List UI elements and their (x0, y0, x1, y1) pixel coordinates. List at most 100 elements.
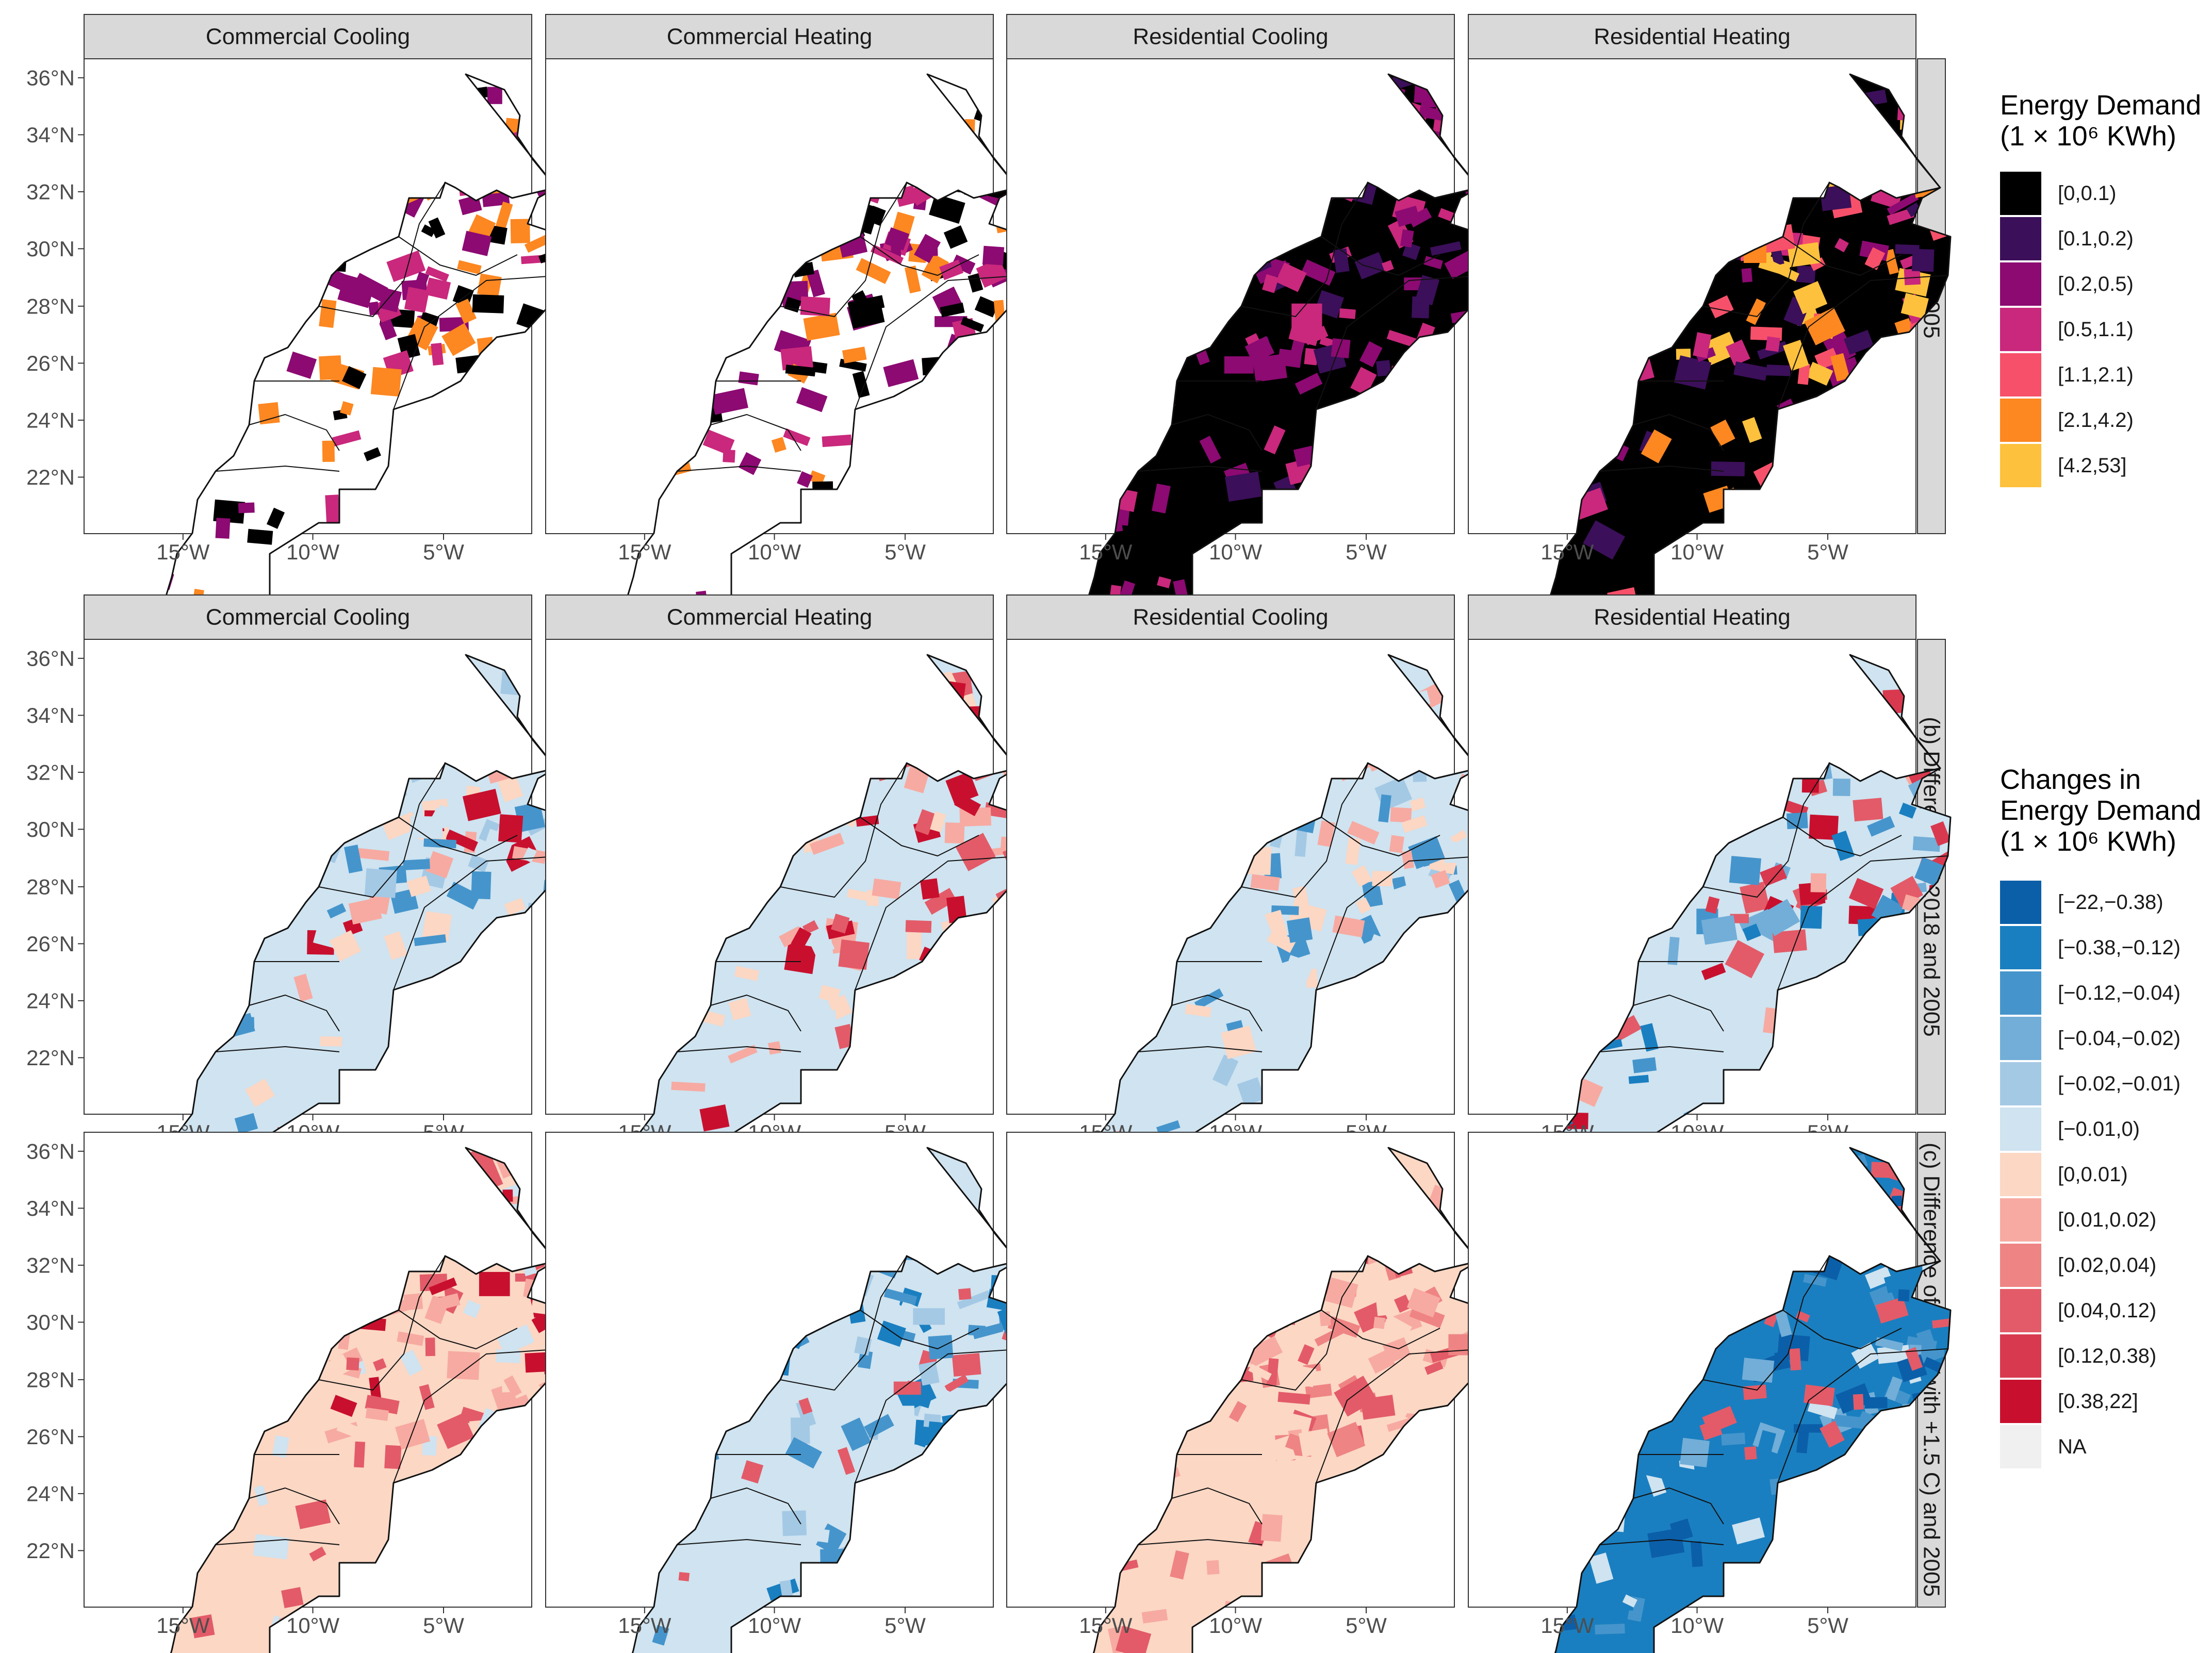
region-patch (851, 290, 867, 305)
y-axis-tick-label: 32°N (26, 179, 75, 204)
region-patch (1905, 1347, 1923, 1371)
x-axis-tick-label: 10°W (286, 1613, 340, 1638)
region-boundary (398, 817, 518, 856)
region-patch (1382, 1337, 1411, 1364)
region-patch (400, 1349, 423, 1376)
region-patch (1820, 1420, 1845, 1448)
x-axis-tick-label: 15°W (1079, 1613, 1133, 1638)
region-patch (1298, 1428, 1332, 1457)
region-patch (929, 193, 965, 224)
region-patch (348, 897, 382, 925)
region-patch (429, 1277, 457, 1296)
column-strip: Commercial Cooling (84, 14, 532, 59)
country-outline (135, 73, 567, 635)
region-patch (1895, 244, 1920, 255)
region-patch (1285, 1413, 1312, 1435)
region-patch (884, 227, 910, 251)
region-patch (1809, 814, 1839, 840)
legend-label: [0.5,1.1) (2058, 318, 2134, 341)
region-patch (327, 562, 357, 578)
region-patch (319, 355, 342, 381)
region-patch (1931, 1317, 1951, 1329)
region-boundary (215, 1046, 340, 1052)
region-patch (1671, 1465, 1702, 1492)
region-patch (340, 401, 354, 416)
region-patch (254, 1485, 268, 1507)
region-patch (924, 888, 957, 915)
region-patch (1250, 874, 1280, 891)
region-patch (418, 896, 432, 915)
region-patch (943, 225, 968, 249)
region-patch (976, 258, 1008, 288)
region-patch (334, 1536, 352, 1550)
region-patch (445, 829, 478, 852)
region-patch (720, 962, 737, 987)
region-patch (342, 366, 367, 389)
region-patch (918, 248, 938, 257)
region-patch (905, 1391, 932, 1409)
region-boundary (860, 236, 979, 276)
country-outline (1554, 1147, 1952, 1653)
region-patch (1793, 281, 1828, 315)
x-axis-tick-label: 5°W (1807, 1613, 1848, 1638)
region-patch (1289, 1364, 1317, 1387)
column-strip: Residential Cooling (1006, 594, 1455, 640)
region-patch (1898, 1289, 1910, 1302)
region-patch (441, 323, 476, 356)
region-boundary (1633, 1487, 1724, 1525)
x-axis-tick-label: 5°W (423, 1613, 464, 1638)
region-patch (421, 224, 436, 237)
region-patch (1261, 1618, 1276, 1635)
region-patch (1693, 332, 1712, 358)
region-patch (1742, 923, 1761, 941)
region-patch (958, 1288, 972, 1300)
region-patch (1423, 256, 1443, 270)
region-patch (847, 888, 879, 903)
region-patch (1864, 1397, 1888, 1409)
y-axis-tick-label: 34°N (26, 123, 75, 147)
legend-title: (1 × 10⁶ KWh) (2000, 826, 2176, 857)
region-patch (939, 259, 964, 280)
y-axis-tick-label: 34°N (26, 1196, 75, 1220)
region-patch (711, 388, 748, 415)
column-strip-label: Commercial Cooling (206, 605, 410, 630)
region-patch (1371, 1368, 1398, 1390)
region-patch (244, 1017, 255, 1028)
region-patch (1430, 241, 1462, 256)
region-patch (771, 437, 787, 453)
country-fill (136, 74, 566, 634)
region-boundary (1782, 1310, 1902, 1349)
region-patch (1394, 1294, 1412, 1313)
region-patch (253, 1534, 289, 1560)
region-patch (1354, 252, 1386, 279)
region-patch (1419, 808, 1453, 827)
map-panel (545, 639, 1029, 1215)
region-boundary (677, 466, 801, 472)
region-patch (883, 359, 919, 387)
y-axis-tick-label: 34°N (26, 703, 75, 728)
region-patch (215, 518, 231, 539)
region-patch (883, 1288, 917, 1305)
region-patch (1742, 1646, 1773, 1653)
region-patch (785, 1437, 823, 1469)
y-axis-tick-label: 28°N (26, 1367, 75, 1392)
region-patch (415, 271, 430, 286)
region-patch (1206, 1560, 1220, 1575)
legend-key (2000, 1380, 2041, 1423)
region-boundary (677, 1539, 801, 1545)
column-strip: Residential Heating (1468, 594, 1916, 640)
legend-key (2000, 353, 2041, 396)
region-patch (981, 871, 998, 892)
region-patch (771, 1635, 799, 1653)
region-boundary (1702, 763, 1830, 898)
region-patch (1796, 265, 1816, 284)
region-patch (1710, 419, 1735, 447)
region-patch (1796, 1426, 1810, 1453)
region-patch (1277, 1392, 1310, 1405)
region-boundary (1316, 1348, 1487, 1483)
region-patch (930, 811, 946, 833)
region-patch (899, 1406, 914, 1426)
region-patch (258, 402, 280, 425)
region-patch (1680, 1437, 1710, 1467)
legend-key (2000, 1244, 2041, 1287)
